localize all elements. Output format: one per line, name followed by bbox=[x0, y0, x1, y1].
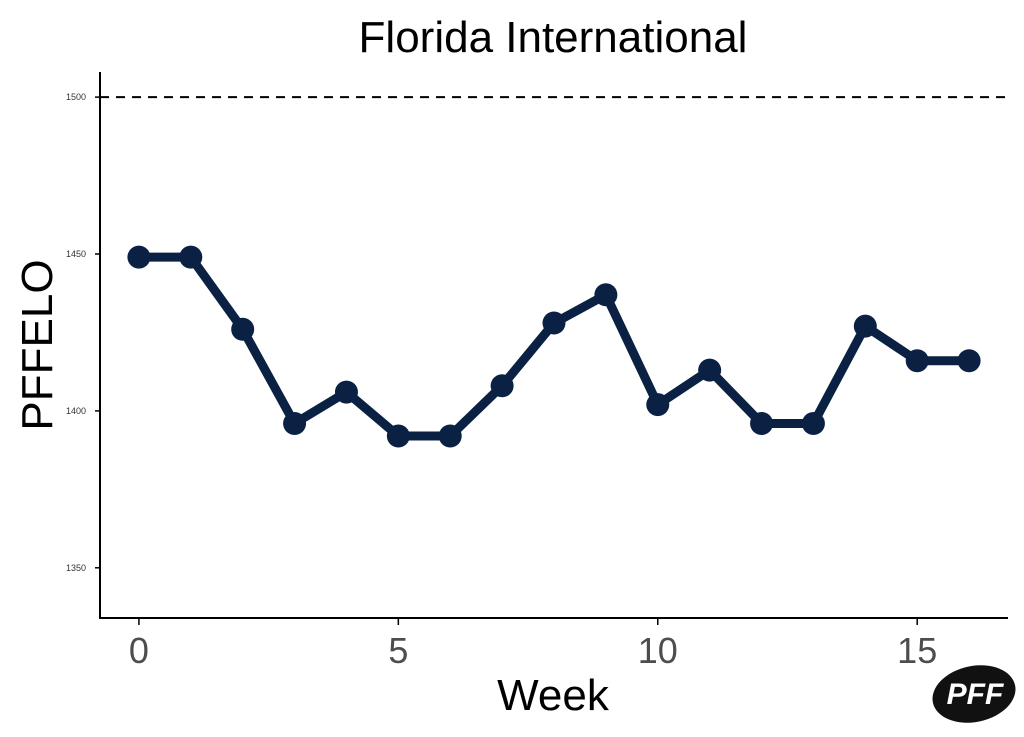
x-tick-label: 5 bbox=[388, 630, 408, 671]
data-point bbox=[127, 245, 151, 269]
chart-title: Florida International bbox=[359, 13, 748, 62]
data-point bbox=[594, 283, 618, 307]
axis-ticks: 1350 1400 1450 1500 0 5 10 15 bbox=[66, 92, 937, 671]
plot-area bbox=[100, 96, 1008, 448]
pff-logo-text: PFF bbox=[947, 678, 1004, 711]
data-point bbox=[334, 380, 358, 404]
y-tick-label: 1450 bbox=[66, 249, 86, 259]
data-point bbox=[905, 349, 929, 373]
x-axis-label: Week bbox=[497, 671, 610, 720]
y-tick-label: 1400 bbox=[66, 406, 86, 416]
data-point bbox=[957, 349, 981, 373]
data-point bbox=[386, 424, 410, 448]
data-point bbox=[283, 411, 307, 435]
data-point bbox=[490, 374, 514, 398]
pff-logo-badge bbox=[932, 665, 1016, 723]
data-point bbox=[646, 393, 670, 417]
x-tick-label: 15 bbox=[897, 630, 937, 671]
y-tick-label: 1500 bbox=[66, 92, 86, 102]
series-line bbox=[134, 252, 974, 441]
data-point bbox=[801, 411, 825, 435]
data-point bbox=[179, 245, 203, 269]
data-point bbox=[750, 411, 774, 435]
y-axis-label: PFFELO bbox=[13, 259, 62, 430]
x-tick-label: 10 bbox=[638, 630, 678, 671]
data-point bbox=[438, 424, 462, 448]
data-point bbox=[853, 314, 877, 338]
pff-logo: PFF bbox=[932, 665, 1016, 723]
x-tick-label: 0 bbox=[129, 630, 149, 671]
data-point bbox=[231, 317, 255, 341]
data-point bbox=[542, 311, 566, 335]
data-point bbox=[698, 358, 722, 382]
y-tick-label: 1350 bbox=[66, 563, 86, 573]
